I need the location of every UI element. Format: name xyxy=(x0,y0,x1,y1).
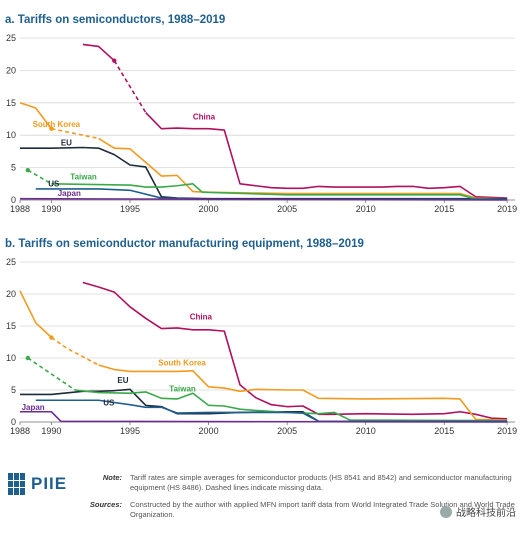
y-tick-label: 5 xyxy=(11,163,16,173)
series-us-label: US xyxy=(48,179,60,188)
series-eu-label: EU xyxy=(61,139,72,148)
series-south-korea-line xyxy=(19,102,53,130)
x-tick-label: 2000 xyxy=(199,204,219,214)
piie-logo-text: PIIE xyxy=(31,474,68,493)
y-tick-label: 5 xyxy=(11,385,16,395)
wechat-icon xyxy=(440,505,452,518)
x-tick-label: 1990 xyxy=(41,426,61,436)
sources-row: Sources: Constructed by the author with … xyxy=(70,500,520,520)
piie-logo-icon xyxy=(8,473,26,495)
series-south-korea-line xyxy=(98,364,508,421)
note-row: Note: Tariff rates are simple averages f… xyxy=(70,473,520,493)
piie-logo: PIIE xyxy=(8,473,67,495)
x-tick-label: 2019 xyxy=(497,426,517,436)
x-tick-label: 2005 xyxy=(277,204,297,214)
series-taiwan-label: Taiwan xyxy=(70,172,97,181)
series-japan-line xyxy=(20,410,508,423)
series-china-line xyxy=(82,281,508,420)
x-tick-label: 1995 xyxy=(120,204,140,214)
series-taiwan-line xyxy=(51,183,508,201)
y-tick-label: 25 xyxy=(6,33,16,43)
series-eu-label: EU xyxy=(117,376,128,385)
series-us-line xyxy=(35,399,508,423)
note-text: Tariff rates are simple averages for sem… xyxy=(130,473,512,492)
series-south-korea-label: South Korea xyxy=(33,120,81,129)
sources-text: Constructed by the author with applied M… xyxy=(130,500,515,519)
y-tick-label: 25 xyxy=(6,257,16,267)
series-south-korea-dashed-line xyxy=(51,127,99,140)
series-eu-line xyxy=(20,388,508,423)
y-tick-label: 10 xyxy=(6,353,16,363)
series-taiwan-dashed-line xyxy=(27,357,76,391)
chart-b-title: b. Tariffs on semiconductor manufacturin… xyxy=(5,238,364,250)
series-taiwan-dashed-line xyxy=(27,169,52,185)
series-taiwan-point xyxy=(25,355,31,361)
y-tick-label: 0 xyxy=(11,417,16,427)
series-japan-label: Japan xyxy=(58,189,81,198)
series-south-korea-line xyxy=(98,137,508,200)
x-tick-label: 1988 xyxy=(10,426,30,436)
series-china-line xyxy=(82,43,115,62)
sources-label: Sources: xyxy=(89,500,122,509)
series-south-korea-line xyxy=(19,290,52,339)
series-taiwan-line xyxy=(74,389,508,422)
note-label: Note: xyxy=(102,473,122,482)
x-tick-label: 1995 xyxy=(120,426,140,436)
y-tick-label: 20 xyxy=(6,65,16,75)
y-tick-label: 20 xyxy=(6,289,16,299)
x-tick-label: 2000 xyxy=(199,426,219,436)
watermark: 战略科技前沿 xyxy=(440,504,516,519)
chart-a: 0 5 10 15 20 25 1988 1990 1995 2000 2005 2010 2015 20… xyxy=(6,33,517,214)
series-south-korea-dashed-line xyxy=(50,336,99,366)
series-japan-line xyxy=(19,197,508,201)
chart-b: 0 5 10 15 20 25 1988 1990 1995 2000 2005 2010 2015 20… xyxy=(6,257,517,436)
chart-a-title: a. Tariffs on semiconductors, 1988–2019 xyxy=(5,14,226,26)
watermark-text: 战略科技前沿 xyxy=(456,508,516,519)
series-taiwan-label: Taiwan xyxy=(169,384,196,393)
notes-section: PIIE Note: Tariff rates are simple avera… xyxy=(0,463,530,537)
x-tick-label: 1990 xyxy=(41,204,61,214)
y-tick-label: 10 xyxy=(6,130,16,140)
x-tick-label: 2015 xyxy=(434,426,454,436)
series-china-line xyxy=(145,111,508,199)
x-tick-label: 1988 xyxy=(10,204,30,214)
series-us-label: US xyxy=(103,398,115,407)
x-tick-label: 2010 xyxy=(356,204,376,214)
series-china-label: China xyxy=(190,313,213,322)
series-japan-label: Japan xyxy=(22,403,45,412)
series-south-korea-label: South Korea xyxy=(158,359,206,368)
x-tick-label: 2005 xyxy=(277,426,297,436)
y-tick-label: 15 xyxy=(6,98,16,108)
series-china-label: China xyxy=(193,113,216,122)
x-tick-label: 2019 xyxy=(497,204,517,214)
y-tick-label: 0 xyxy=(11,195,16,205)
series-taiwan-point xyxy=(25,167,31,173)
x-tick-label: 2010 xyxy=(356,426,376,436)
y-tick-label: 15 xyxy=(6,321,16,331)
series-china-dashed-line xyxy=(113,60,147,113)
x-tick-label: 2015 xyxy=(434,204,454,214)
